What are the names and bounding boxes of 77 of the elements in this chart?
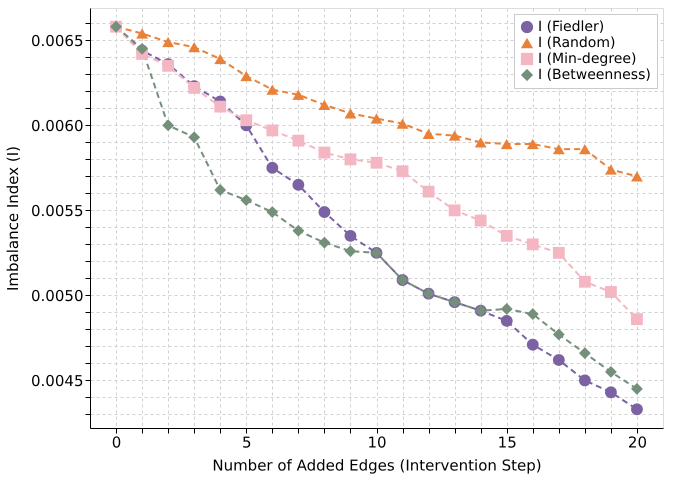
point bbox=[422, 128, 435, 139]
x-tick-label: 20 bbox=[628, 434, 647, 452]
point bbox=[526, 308, 539, 320]
x-axis-title: Number of Added Edges (Intervention Step) bbox=[212, 456, 542, 474]
point bbox=[500, 230, 513, 242]
point bbox=[526, 238, 539, 250]
point bbox=[136, 28, 148, 39]
point bbox=[318, 100, 330, 110]
point bbox=[370, 113, 382, 124]
point bbox=[292, 134, 304, 147]
y-tick-label: 0.0065 bbox=[31, 32, 84, 50]
point bbox=[578, 276, 591, 288]
point bbox=[266, 84, 278, 95]
point bbox=[578, 347, 591, 360]
point bbox=[344, 245, 356, 258]
point bbox=[526, 338, 539, 351]
point bbox=[344, 153, 356, 166]
point bbox=[631, 382, 643, 395]
point bbox=[240, 114, 252, 126]
point bbox=[214, 54, 226, 64]
point bbox=[318, 236, 330, 249]
point bbox=[188, 131, 200, 144]
point bbox=[552, 246, 565, 259]
point bbox=[552, 144, 565, 154]
point bbox=[396, 165, 408, 178]
point bbox=[266, 162, 278, 174]
point bbox=[214, 184, 226, 196]
point bbox=[318, 146, 330, 158]
point bbox=[162, 36, 174, 48]
legend-label: I (Betweenness) bbox=[538, 67, 651, 83]
legend-label: I (Random) bbox=[538, 35, 616, 51]
point bbox=[474, 137, 487, 148]
point bbox=[370, 156, 382, 169]
point bbox=[188, 42, 200, 52]
point bbox=[578, 374, 591, 386]
point bbox=[344, 230, 356, 242]
point bbox=[604, 366, 617, 378]
point bbox=[604, 386, 617, 398]
y-tick-label: 0.0060 bbox=[31, 116, 84, 135]
x-tick-label: 5 bbox=[242, 434, 252, 452]
point bbox=[292, 90, 304, 100]
point bbox=[318, 206, 330, 218]
point bbox=[604, 286, 617, 298]
point bbox=[292, 178, 304, 191]
point bbox=[500, 138, 513, 150]
y-tick-label: 0.0045 bbox=[31, 372, 84, 390]
point bbox=[631, 313, 643, 326]
point bbox=[448, 204, 461, 216]
x-tick-label: 15 bbox=[498, 434, 517, 452]
point bbox=[162, 119, 174, 132]
point bbox=[266, 206, 278, 218]
point bbox=[344, 108, 356, 119]
point bbox=[631, 403, 643, 416]
x-tick-label: 0 bbox=[112, 434, 122, 452]
point bbox=[578, 144, 591, 154]
y-tick-label: 0.0050 bbox=[31, 286, 84, 305]
point bbox=[500, 303, 513, 315]
point bbox=[214, 100, 226, 113]
point bbox=[526, 138, 539, 150]
x-tick-label: 10 bbox=[367, 434, 387, 452]
point bbox=[240, 70, 252, 82]
point bbox=[266, 124, 278, 136]
point bbox=[631, 171, 643, 182]
point bbox=[448, 130, 461, 141]
point bbox=[552, 328, 565, 340]
y-axis-title: Imbalance Index (I) bbox=[4, 146, 22, 292]
legend-label: I (Min-degree) bbox=[538, 51, 636, 67]
point bbox=[240, 194, 252, 206]
point bbox=[422, 186, 435, 198]
point bbox=[500, 314, 513, 327]
legend-label: I (Fiedler) bbox=[538, 19, 604, 35]
point bbox=[396, 118, 408, 129]
point bbox=[292, 224, 304, 237]
point bbox=[474, 214, 487, 226]
y-tick-label: 0.0055 bbox=[31, 202, 84, 220]
point bbox=[552, 354, 565, 366]
point bbox=[604, 164, 617, 175]
